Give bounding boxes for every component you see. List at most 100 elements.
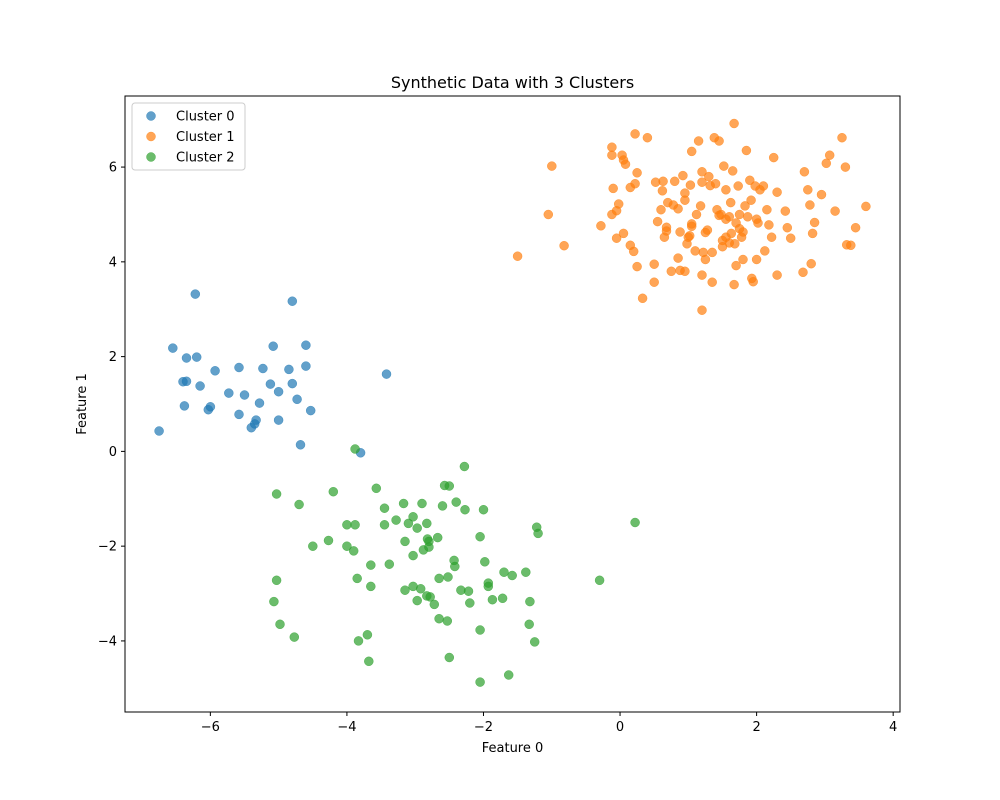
point-cluster-1-95 — [748, 276, 758, 287]
point-cluster-1-135 — [656, 204, 666, 215]
point-cluster-1-71 — [719, 161, 729, 171]
point-cluster-1-106 — [772, 187, 782, 197]
point-cluster-1-84 — [733, 181, 743, 191]
point-cluster-1-54 — [697, 167, 707, 177]
point-cluster-1-136 — [704, 171, 714, 182]
x-tick-label: 0 — [616, 720, 624, 735]
point-cluster-2-64 — [478, 504, 489, 515]
point-cluster-1-76 — [725, 197, 736, 208]
point-cluster-1-33 — [661, 222, 672, 233]
point-cluster-2-5 — [275, 619, 285, 630]
point-cluster-2-1 — [271, 489, 282, 499]
point-cluster-0-18 — [251, 415, 261, 425]
point-cluster-1-80 — [729, 279, 739, 290]
point-cluster-2-59 — [463, 586, 474, 596]
point-cluster-1-111 — [798, 267, 808, 278]
series-cluster-2 — [269, 444, 640, 687]
point-cluster-1-50 — [691, 209, 702, 220]
point-cluster-2-34 — [415, 584, 426, 594]
point-cluster-2-4 — [269, 596, 279, 607]
legend-label-cluster-2: Cluster 2 — [176, 151, 235, 166]
point-cluster-1-4 — [596, 221, 606, 231]
points-layer — [154, 118, 871, 687]
point-cluster-1-97 — [751, 254, 762, 265]
point-cluster-2-16 — [362, 630, 373, 640]
point-cluster-0-30 — [301, 340, 311, 350]
y-tick-label: 6 — [109, 161, 117, 176]
point-cluster-1-109 — [782, 222, 793, 233]
point-cluster-0-29 — [295, 440, 306, 450]
point-cluster-1-45 — [684, 231, 695, 241]
point-cluster-0-1 — [168, 343, 178, 353]
point-cluster-1-28 — [652, 216, 663, 227]
point-cluster-2-72 — [507, 570, 517, 581]
point-cluster-0-3 — [181, 376, 192, 387]
point-cluster-1-8 — [608, 183, 618, 194]
point-cluster-2-78 — [533, 528, 543, 539]
point-cluster-1-51 — [693, 136, 704, 146]
point-cluster-1-113 — [803, 185, 813, 195]
point-cluster-1-116 — [807, 228, 818, 239]
point-cluster-1-110 — [785, 233, 796, 243]
point-cluster-1-38 — [673, 253, 683, 263]
y-tick-label: −2 — [98, 540, 117, 555]
point-cluster-2-14 — [352, 573, 362, 584]
point-cluster-1-41 — [678, 170, 688, 181]
point-cluster-2-21 — [379, 503, 390, 513]
legend: Cluster 0 Cluster 1 Cluster 2 — [131, 102, 246, 171]
point-cluster-2-23 — [384, 559, 395, 569]
point-cluster-2-10 — [342, 520, 352, 530]
point-cluster-0-14 — [234, 362, 244, 373]
point-cluster-1-23 — [637, 293, 648, 304]
point-cluster-1-125 — [846, 240, 856, 251]
x-tick-label: 4 — [889, 720, 897, 735]
point-cluster-1-47 — [686, 146, 697, 157]
legend-marker-cluster-0 — [146, 111, 156, 121]
point-cluster-2-37 — [422, 518, 432, 529]
plot-area-frame — [124, 95, 901, 713]
point-cluster-1-59 — [700, 254, 711, 265]
point-cluster-1-108 — [780, 206, 791, 216]
point-cluster-1-25 — [649, 277, 659, 287]
x-tick-label: −6 — [201, 720, 220, 735]
point-cluster-1-128 — [680, 195, 690, 205]
point-cluster-2-15 — [353, 636, 364, 646]
point-cluster-1-107 — [772, 270, 782, 280]
point-cluster-2-43 — [429, 599, 440, 610]
point-cluster-2-69 — [497, 593, 508, 604]
point-cluster-1-3 — [559, 240, 569, 251]
point-cluster-2-17 — [364, 656, 374, 667]
point-cluster-2-61 — [475, 531, 485, 542]
point-cluster-1-62 — [707, 277, 717, 287]
point-cluster-2-50 — [443, 572, 453, 582]
y-tick-label: 0 — [109, 445, 117, 460]
point-cluster-1-20 — [630, 178, 640, 189]
point-cluster-1-14 — [620, 159, 631, 169]
point-cluster-2-41 — [424, 536, 434, 547]
point-cluster-1-67 — [714, 136, 724, 146]
point-cluster-2-31 — [408, 550, 418, 561]
point-cluster-2-18 — [366, 560, 376, 570]
point-cluster-2-76 — [529, 637, 540, 647]
point-cluster-1-134 — [751, 214, 762, 224]
point-cluster-0-23 — [273, 415, 284, 425]
point-cluster-0-19 — [254, 398, 265, 408]
point-cluster-2-70 — [499, 567, 509, 577]
point-cluster-1-122 — [837, 132, 847, 143]
point-cluster-1-137 — [680, 266, 690, 277]
chart-title: Synthetic Data with 3 Clusters — [391, 73, 634, 92]
point-cluster-1-114 — [805, 200, 815, 210]
y-tick-label: 4 — [109, 255, 117, 270]
point-cluster-1-123 — [840, 162, 851, 172]
point-cluster-1-53 — [697, 177, 707, 187]
point-cluster-1-131 — [714, 210, 724, 221]
point-cluster-0-32 — [305, 405, 316, 416]
point-cluster-2-58 — [460, 504, 470, 515]
point-cluster-1-52 — [695, 201, 706, 211]
point-cluster-2-2 — [294, 499, 304, 510]
point-cluster-1-65 — [710, 178, 721, 189]
point-cluster-2-68 — [487, 594, 498, 605]
point-cluster-0-7 — [191, 352, 202, 362]
point-cluster-0-11 — [210, 366, 220, 376]
point-cluster-0-12 — [224, 388, 234, 398]
